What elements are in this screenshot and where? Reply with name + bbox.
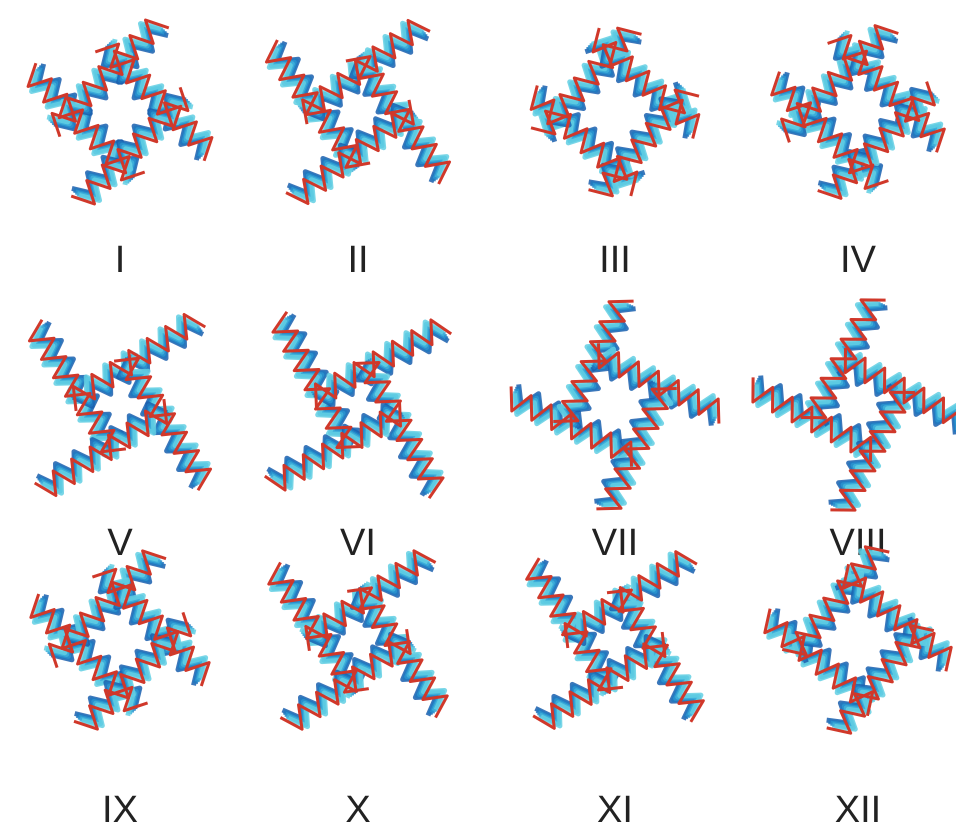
structure xyxy=(511,301,719,509)
backbone-trace xyxy=(801,300,886,418)
structure xyxy=(269,551,447,729)
backbone-trace xyxy=(553,301,633,421)
structure xyxy=(772,26,945,199)
backbone-trace xyxy=(830,392,915,510)
backbone-trace xyxy=(596,389,676,509)
helix-trace xyxy=(43,412,173,493)
panel-label: X xyxy=(345,789,370,831)
panel-label: XII xyxy=(835,789,881,831)
backbone-trace xyxy=(511,386,631,466)
structure xyxy=(753,300,956,510)
structure xyxy=(28,20,212,204)
structure xyxy=(30,315,211,496)
structure xyxy=(31,551,209,729)
panel-label: XI xyxy=(597,789,633,831)
structure xyxy=(265,312,451,498)
figure: IIIIIIIVVVIVIIVIIIIXXXIXII xyxy=(0,0,956,835)
structure xyxy=(267,21,450,204)
backbone-trace xyxy=(599,343,719,423)
panel-label: VII xyxy=(592,522,638,564)
structure xyxy=(765,547,951,733)
panel-label: IV xyxy=(840,239,877,281)
panel-label: II xyxy=(347,239,368,281)
panel-label: III xyxy=(599,239,631,281)
structure xyxy=(531,28,699,196)
panel-label: V xyxy=(107,522,133,564)
page: {"panels": [ {"label": "I"}, {"label": "… xyxy=(0,0,956,835)
backbone-trace xyxy=(753,377,871,462)
panel-label: IX xyxy=(102,789,138,831)
panel-label: VI xyxy=(340,522,376,564)
structure xyxy=(527,552,704,729)
panel-label: I xyxy=(115,239,126,281)
